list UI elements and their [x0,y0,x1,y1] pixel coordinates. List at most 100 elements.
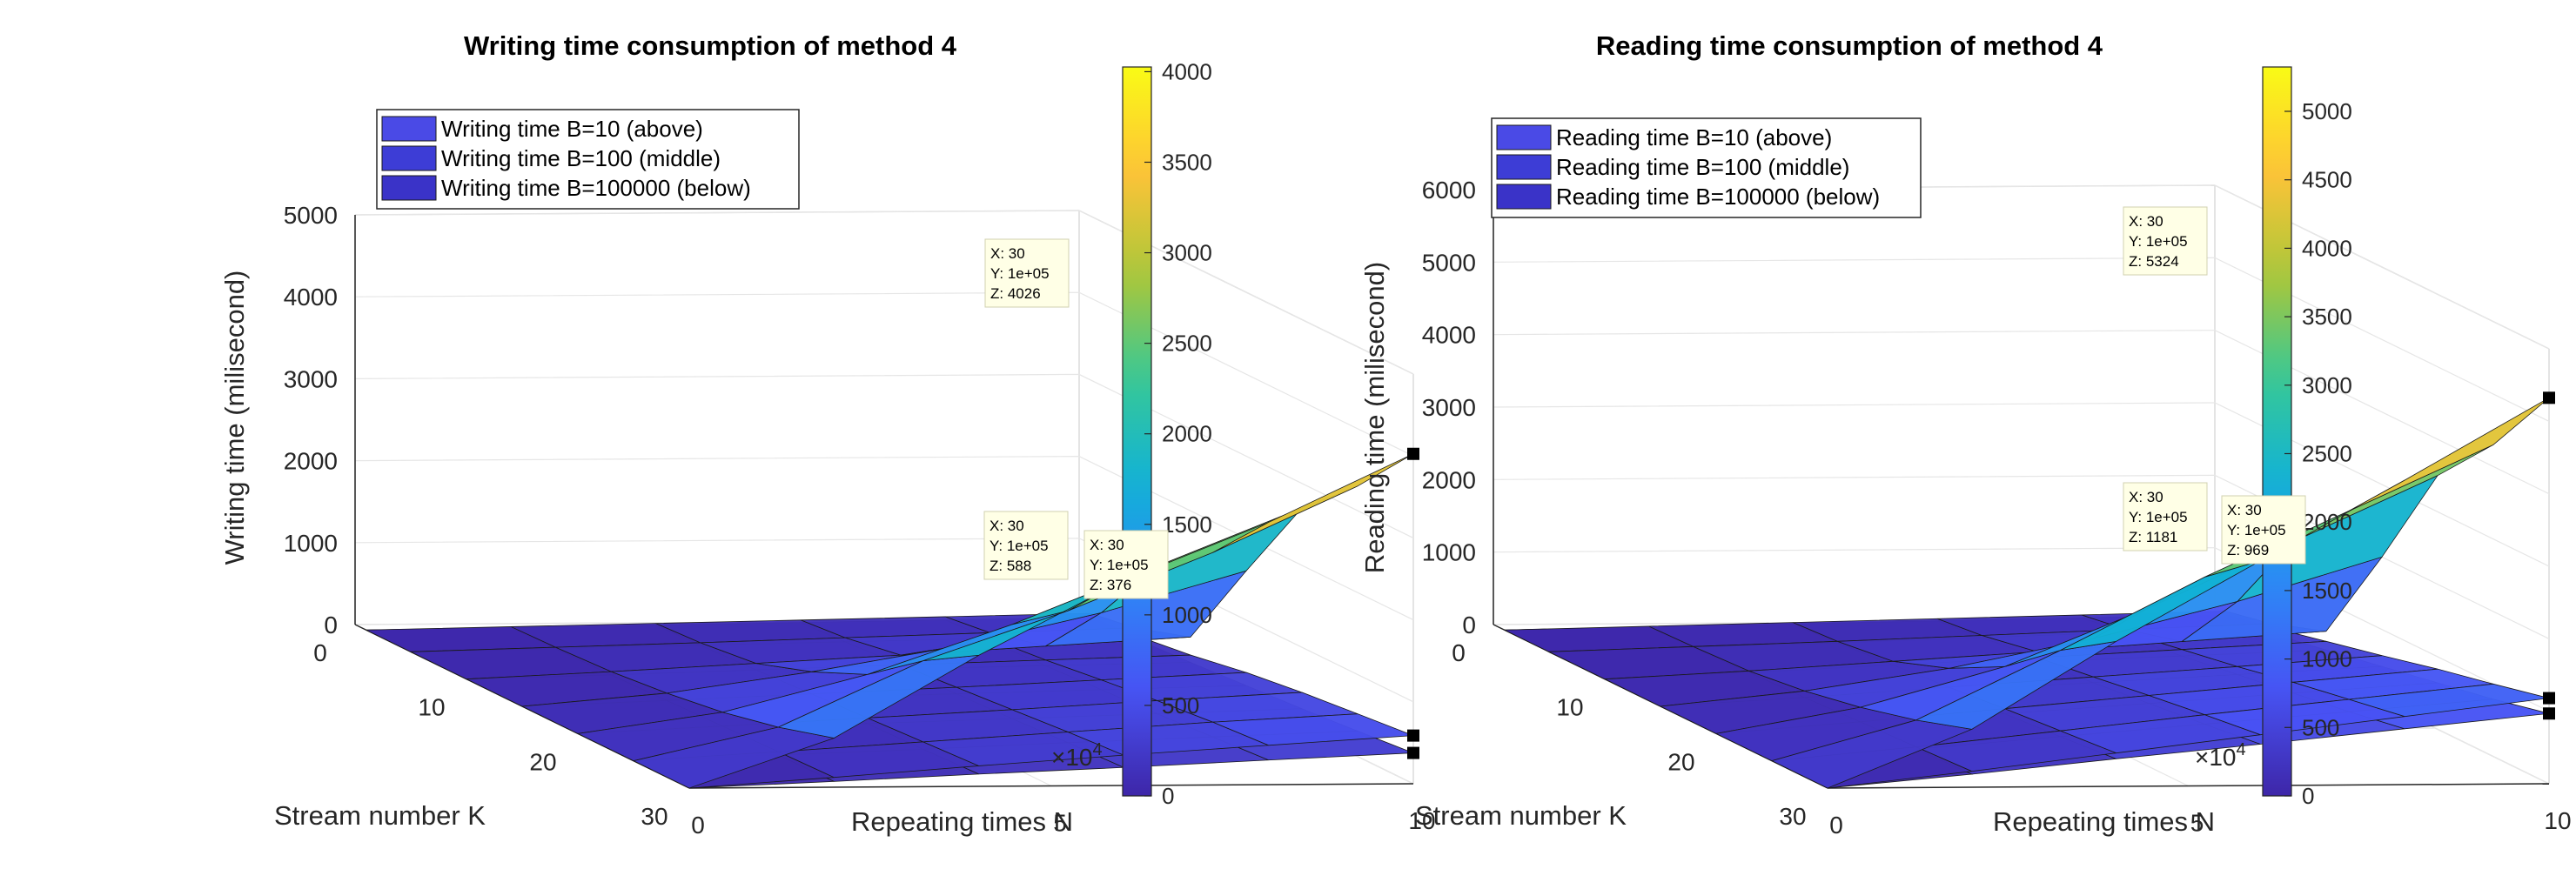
z-tick-label: 3000 [1422,394,1476,421]
x-ticks: 0 5 10 [691,807,1435,839]
legend-box [1491,117,1922,218]
colorbar-tick-label: 3500 [1162,149,1212,175]
surface-patch [2349,397,2550,511]
datatip-box [984,238,1070,308]
x-axis-label: Repeating times N [1993,806,2215,837]
x-tick-label: 5 [2190,810,2204,837]
colorbar-bar [1122,66,1152,797]
datatip-text: Y: 1e+05 [1090,557,1149,573]
chart-title: Writing time consumption of method 4 [464,30,957,61]
surfaces [366,453,1414,789]
colorbar-tick-label: 4500 [2302,167,2352,193]
grid-line [1493,402,2550,567]
datatip-box [983,511,1069,580]
colorbar: 0 500 1000 1500 2000 2500 3000 3500 4000 [1122,58,1212,809]
colorbar-tick-label: 1500 [1162,511,1212,538]
y-tick-label: 30 [641,803,667,830]
colorbar-tick-label: 1500 [2302,578,2352,604]
grid-line [354,210,1414,375]
colorbar-tick-label: 0 [2302,783,2314,809]
legend: Reading time B=10 (above) Reading time B=… [1491,117,1922,218]
writing-chart: Writing time consumption of method 4 0 10… [219,30,1436,839]
axis-line [688,783,1414,789]
datatip-text: Z: 4026 [990,285,1041,302]
y-tick-label: 30 [1779,803,1806,830]
axis-line [1827,783,2550,789]
grid-line [354,538,1414,703]
datatip-marker [1407,746,1419,759]
colorbar-tick-label: 5000 [2302,98,2352,124]
datatip-marker [2543,391,2555,404]
z-tick-label: 1000 [1422,539,1476,566]
x-ticks: 0 5 10 [1829,807,2571,839]
datatip-text: Z: 5324 [2129,253,2179,270]
y-tick-label: 20 [1667,748,1694,775]
x-exponent: ×104 [2195,740,2246,771]
datatip-box [2221,495,2306,565]
datatip-text: X: 30 [2227,502,2262,518]
grid-line [1493,257,2550,422]
datatip-box [2123,482,2208,551]
datatip-text: X: 30 [990,245,1025,262]
z-ticks: 0 1000 2000 3000 4000 5000 [284,202,338,638]
datatip-text: X: 30 [1090,537,1124,553]
datatip-text: X: 30 [2129,489,2163,505]
y-axis-label: Stream number K [1415,800,1627,831]
colorbar-tick-label: 4000 [2302,235,2352,261]
y-tick-label: 10 [418,694,445,721]
z-tick-label: 2000 [1422,466,1476,493]
datatip-text: Y: 1e+05 [989,538,1049,554]
z-tick-label: 2000 [284,448,338,475]
colorbar-tick-label: 500 [2302,714,2339,740]
x-exponent: ×104 [1051,740,1103,771]
grid-line [1493,330,2550,495]
datatip-text: X: 30 [2129,213,2163,230]
legend-swatch [381,145,437,171]
legend-swatch [1496,184,1552,210]
colorbar-tick-label: 3000 [2302,372,2352,398]
legend: Writing time B=10 (above) Writing time B=… [376,109,800,210]
z-tick-label: 6000 [1422,177,1476,204]
colorbar-bar [2262,66,2292,797]
legend-swatch [1496,154,1552,180]
colorbar-tick-label: 500 [1162,692,1199,719]
z-tick-label: 5000 [1422,249,1476,276]
x-tick-label: 5 [1053,810,1067,837]
colorbar-tick-label: 2000 [2302,509,2352,535]
reading-chart: Reading time consumption of method 4 0 10… [1359,30,2572,839]
z-tick-label: 4000 [284,284,338,311]
colorbar-tick-label: 1000 [1162,602,1212,628]
datatip-text: Z: 588 [989,558,1031,574]
z-tick-label: 1000 [284,530,338,557]
datatip-box [2123,206,2208,276]
legend-swatch [1496,124,1552,150]
datatip-marker [2543,707,2555,720]
y-tick-label: 20 [529,748,556,775]
legend-swatch [381,116,437,142]
y-tick-label: 0 [313,639,327,666]
colorbar-tick-label: 3500 [2302,304,2352,330]
y-ticks: 0 10 20 30 [313,639,667,830]
legend-box [376,109,800,210]
legend-label: Reading time B=100 (middle) [1556,154,1849,180]
chart-title: Reading time consumption of method 4 [1596,30,2103,61]
legend-swatch [381,175,437,201]
datatip-marker [1407,447,1419,460]
x-tick-label: 10 [2544,807,2571,834]
datatip-box [1083,530,1169,599]
colorbar: 0 500 1000 1500 2000 2500 3000 3500 4000 4500 5000 [2262,66,2352,809]
z-axis-label: Reading time (milisecond) [1359,262,1390,573]
x-tick-label: 0 [1829,812,1843,839]
y-ticks: 0 10 20 30 [1452,639,1806,830]
datatip-marker [1407,729,1419,742]
datatip-text: Y: 1e+05 [2227,522,2286,538]
z-tick-label: 0 [324,612,338,638]
legend-label: Writing time B=100000 (below) [441,175,751,201]
z-ticks: 0 1000 2000 3000 4000 5000 6000 [1422,177,1476,638]
y-axis-label: Stream number K [274,800,486,831]
z-tick-label: 0 [1462,612,1476,638]
legend-label: Reading time B=100000 (below) [1556,184,1880,210]
grid-line [354,373,1414,538]
y-tick-label: 10 [1556,694,1583,721]
grid-line [1493,474,2550,639]
